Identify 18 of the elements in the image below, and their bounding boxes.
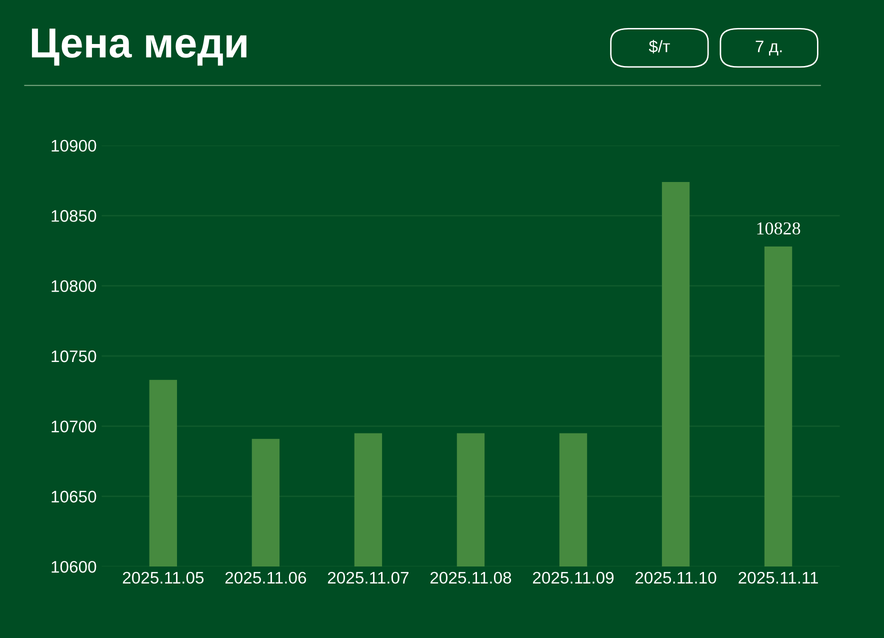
y-tick-label: 10850 (52, 210, 96, 222)
y-tick-label: 10750 (52, 350, 96, 362)
text: 7 д. (756, 40, 782, 56)
data-label: 10828 (757, 222, 800, 235)
x-tick-label: 2025.11.09 (533, 572, 614, 584)
x-tick-label: 2025.11.07 (328, 572, 408, 584)
chart-title: Цена меди (32, 28, 246, 66)
y-tick-label: 10700 (52, 420, 96, 432)
y-tick-label: 10600 (52, 560, 96, 573)
text: $/т (648, 40, 670, 54)
x-tick-label: 2025.11.05 (122, 572, 204, 584)
y-tick-label: 10800 (52, 280, 96, 292)
x-tick-label: 2025.11.06 (225, 572, 306, 584)
y-tick-label: 10650 (52, 490, 96, 503)
x-tick-label: 2025.11.08 (430, 572, 512, 584)
x-tick-label: 2025.11.10 (636, 572, 716, 584)
x-tick-label: 2025.11.11 (738, 572, 818, 584)
y-tick-label: 10900 (52, 140, 96, 152)
